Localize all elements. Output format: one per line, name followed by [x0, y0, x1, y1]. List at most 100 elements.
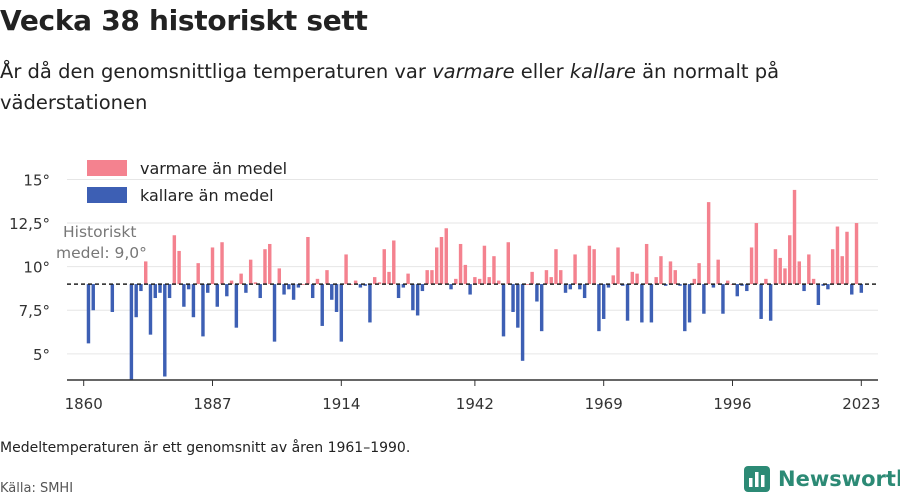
chart-title: Vecka 38 historiskt sett: [0, 4, 368, 37]
colder-bar: [167, 284, 172, 299]
colder-bar: [597, 284, 601, 332]
colder-bar: [516, 284, 520, 328]
colder-bar: [287, 284, 291, 290]
x-tick-label: 2023: [842, 395, 880, 413]
colder-bar: [148, 284, 153, 335]
colder-bar: [282, 284, 286, 295]
legend-warmer-label: varmare än medel: [140, 159, 287, 178]
warmer-bar: [811, 278, 816, 285]
colder-bar: [816, 284, 821, 306]
warmer-bar: [754, 223, 759, 285]
warmer-bar: [835, 226, 840, 285]
warmer-bar: [253, 282, 258, 285]
warmer-bar: [659, 256, 663, 285]
warmer-bar: [229, 280, 234, 285]
warmer-bar: [277, 268, 282, 285]
colder-bar: [539, 284, 544, 332]
legend-colder-label: kallare än medel: [140, 186, 274, 205]
colder-bar: [740, 284, 744, 286]
warmer-bar: [454, 278, 458, 285]
footnote: Medeltemperaturen är ett genomsnitt av å…: [0, 440, 411, 456]
warmer-bar: [587, 245, 592, 285]
warmer-bar: [797, 261, 802, 285]
baseline-label-line2: medel: 9,0°: [56, 244, 147, 262]
warmer-bar: [716, 259, 720, 285]
warmer-bar: [530, 271, 534, 285]
warmer-bar: [654, 277, 658, 285]
colder-bar: [621, 284, 625, 286]
newsworthy-logo[interactable]: Newsworthy: [744, 466, 900, 492]
warmer-bar: [854, 223, 859, 285]
colder-bar: [745, 284, 749, 292]
warmer-bar: [644, 243, 649, 285]
colder-bar: [158, 284, 162, 293]
colder-bar: [535, 284, 539, 302]
warmer-bar: [301, 284, 305, 285]
colder-bar: [563, 284, 568, 293]
colder-bar: [501, 284, 506, 337]
x-tick-label: 1860: [65, 395, 103, 413]
warmer-bar: [463, 264, 468, 285]
warmer-bar: [268, 243, 272, 285]
colder-bar: [640, 284, 644, 323]
colder-bar: [859, 284, 864, 293]
colder-bar: [449, 284, 453, 290]
warmer-bar: [444, 228, 448, 285]
warmer-bar: [382, 249, 386, 285]
colder-bar: [768, 284, 773, 321]
warmer-bar: [473, 277, 477, 285]
colder-bar: [363, 284, 367, 286]
temperature-bar-chart: 5° 7,5° 10° 12,5° 15° Historiskt medel: 9,0° va…: [9, 159, 880, 413]
colder-bar: [711, 284, 716, 288]
colder-bar: [401, 284, 406, 288]
warmer-bar: [387, 271, 391, 285]
warmer-bar: [487, 277, 491, 285]
y-tick-label: 5°: [33, 346, 50, 364]
warmer-bar: [692, 278, 697, 285]
colder-bar: [625, 284, 630, 321]
subtitle-text-3: än normalt på väderstationen: [0, 60, 780, 114]
warmer-bar: [778, 257, 782, 285]
colder-bar: [511, 284, 515, 312]
logo-text: Newsworthy: [778, 467, 900, 491]
warmer-bar: [372, 277, 377, 285]
warmer-bar: [239, 273, 243, 285]
warmer-bar: [792, 189, 797, 285]
colder-bar: [206, 284, 210, 293]
colder-bar: [358, 284, 363, 288]
warmer-bar: [325, 270, 329, 285]
y-tick-label: 10°: [23, 259, 50, 277]
colder-bar: [663, 284, 668, 286]
warmer-bar: [706, 202, 711, 285]
warmer-bar: [177, 250, 181, 285]
warmer-bar: [764, 278, 768, 285]
warmer-bar: [344, 254, 348, 285]
colder-bar: [320, 284, 324, 326]
warmer-bar: [143, 261, 148, 285]
colder-bar: [86, 284, 91, 344]
colder-bar: [396, 284, 401, 299]
colder-bar: [201, 284, 205, 337]
warmer-bar: [616, 247, 620, 285]
colder-bar: [850, 284, 854, 295]
colder-bar: [330, 284, 334, 300]
warmer-bar: [392, 240, 396, 285]
colder-bar: [601, 284, 606, 319]
warmer-bar: [668, 261, 673, 285]
legend-warmer-swatch: [87, 160, 127, 176]
x-tick-label: 1914: [322, 395, 360, 413]
warmer-bar: [196, 263, 200, 285]
warmer-bar: [554, 249, 558, 285]
warmer-bar: [525, 284, 530, 285]
colder-bar: [802, 284, 806, 292]
colder-bar: [411, 284, 415, 311]
colder-bar: [272, 284, 277, 342]
warmer-bar: [430, 270, 434, 285]
colder-bar: [649, 284, 654, 323]
warmer-bar: [425, 270, 429, 285]
legend-colder-swatch: [87, 187, 127, 203]
colder-bar: [129, 284, 134, 380]
warmer-bar: [306, 236, 310, 285]
colder-bar: [134, 284, 138, 318]
warmer-bar: [630, 271, 635, 285]
